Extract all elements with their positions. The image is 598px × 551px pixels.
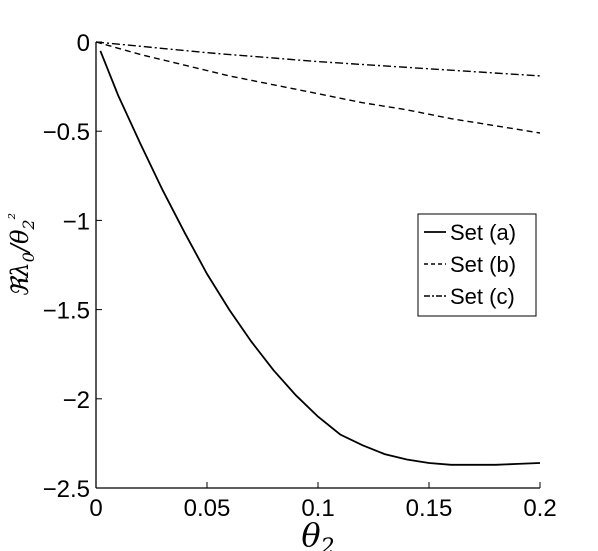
axes: 0−0.5−1−1.5−2−2.50 0.05 0.1 0.15 0.2 [43,30,557,522]
x-axis-label-main: θ [301,516,320,551]
y-axis-label-sub2: 2 [19,219,38,230]
y-tick-label: −0.5 [43,119,90,146]
series-line-b [95,41,541,134]
y-axis-label: ℜλ0/θ2² [5,213,38,297]
legend-label: Set (b) [450,252,516,277]
x-tick-label: 0 [89,495,102,522]
legend-label: Set (c) [450,284,515,309]
x-tick-label: 0.15 [406,495,453,522]
y-axis-label-theta: θ [6,229,34,244]
series-line-c [95,41,541,77]
x-tick-label: 0.05 [184,495,231,522]
y-axis-label-sub: 0 [19,252,38,262]
x-axis-label: θ2 [301,516,334,551]
x-tick-label: 0.2 [523,495,556,522]
x-tick-label: 0.1 [301,495,334,522]
legend-label: Set (a) [450,220,516,245]
x-axis-label-sub: 2 [320,535,335,551]
y-tick-label: −2.5 [43,476,90,503]
y-axis-label-sup: ² [5,213,24,219]
y-axis-label-slash: / [6,241,34,254]
y-tick-label: 0 [77,30,90,57]
legend-box [417,213,537,317]
y-tick-label: −2 [63,387,90,414]
y-tick-label: −1.5 [43,298,90,325]
y-axis-label-main: ℜλ [6,262,34,297]
legend: Set (a) Set (b) Set (c) [417,213,537,317]
series-group [95,41,541,466]
y-tick-label: −1 [63,208,90,235]
series-line-a [99,50,541,466]
